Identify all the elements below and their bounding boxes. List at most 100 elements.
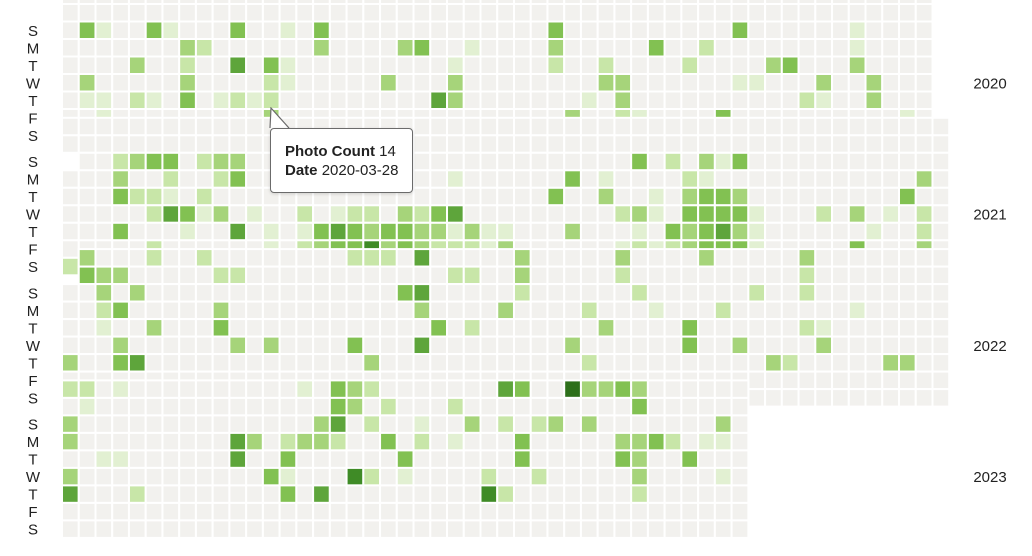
heatmap-cell[interactable] — [747, 370, 767, 391]
heatmap-cell[interactable] — [630, 265, 649, 286]
heatmap-cell[interactable] — [730, 73, 750, 93]
heatmap-cell[interactable] — [680, 353, 700, 373]
heatmap-cell[interactable] — [529, 396, 549, 417]
heatmap-cell[interactable] — [496, 335, 515, 356]
heatmap-cell[interactable] — [462, 431, 482, 452]
heatmap-cell[interactable] — [479, 38, 499, 58]
heatmap-cell[interactable] — [512, 265, 532, 286]
heatmap-cell[interactable] — [596, 283, 616, 303]
heatmap-cell[interactable] — [663, 20, 683, 40]
heatmap-cell[interactable] — [312, 265, 331, 286]
heatmap-cell[interactable] — [178, 466, 197, 487]
heatmap-cell[interactable] — [194, 484, 214, 504]
heatmap-cell[interactable] — [127, 318, 147, 338]
heatmap-cell[interactable] — [680, 134, 700, 154]
heatmap-cell[interactable] — [596, 116, 616, 137]
heatmap-cell[interactable] — [362, 379, 382, 399]
heatmap-cell[interactable] — [797, 353, 817, 373]
heatmap-cell[interactable] — [77, 283, 97, 303]
heatmap-cell[interactable] — [312, 396, 331, 417]
heatmap-cell[interactable] — [663, 116, 683, 137]
heatmap-cell[interactable] — [697, 55, 716, 75]
heatmap-cell[interactable] — [228, 38, 248, 58]
heatmap-cell[interactable] — [362, 248, 382, 268]
heatmap-cell[interactable] — [178, 414, 197, 434]
heatmap-cell[interactable] — [479, 204, 499, 224]
heatmap-cell[interactable] — [864, 55, 884, 75]
heatmap-cell[interactable] — [462, 396, 482, 417]
heatmap-cell[interactable] — [228, 519, 248, 539]
heatmap-cell[interactable] — [847, 169, 867, 189]
heatmap-cell[interactable] — [747, 116, 767, 137]
heatmap-cell[interactable] — [161, 501, 181, 522]
heatmap-cell[interactable] — [446, 501, 465, 522]
heatmap-cell[interactable] — [127, 449, 147, 469]
heatmap-cell[interactable] — [379, 414, 398, 434]
heatmap-cell[interactable] — [395, 283, 415, 303]
heatmap-cell[interactable] — [579, 466, 599, 487]
heatmap-cell[interactable] — [161, 90, 181, 110]
heatmap-cell[interactable] — [529, 501, 549, 522]
heatmap-cell[interactable] — [412, 353, 432, 373]
heatmap-cell[interactable] — [127, 300, 147, 321]
heatmap-cell[interactable] — [730, 3, 750, 23]
heatmap-cell[interactable] — [194, 55, 214, 75]
heatmap-cell[interactable] — [77, 55, 97, 75]
heatmap-cell[interactable] — [429, 134, 449, 154]
heatmap-cell[interactable] — [898, 300, 917, 321]
heatmap-cell[interactable] — [814, 151, 834, 172]
heatmap-cell[interactable] — [563, 248, 582, 268]
heatmap-cell[interactable] — [881, 151, 901, 172]
heatmap-cell[interactable] — [546, 38, 566, 58]
heatmap-cell[interactable] — [446, 396, 465, 417]
heatmap-cell[interactable] — [362, 449, 382, 469]
heatmap-cell[interactable] — [446, 265, 465, 286]
heatmap-cell[interactable] — [178, 73, 197, 93]
heatmap-cell[interactable] — [94, 248, 114, 268]
heatmap-cell[interactable] — [312, 379, 331, 399]
heatmap-cell[interactable] — [579, 318, 599, 338]
heatmap-cell[interactable] — [479, 169, 499, 189]
heatmap-cell[interactable] — [831, 116, 850, 137]
heatmap-cell[interactable] — [797, 186, 817, 207]
heatmap-cell[interactable] — [161, 414, 181, 434]
heatmap-cell[interactable] — [780, 169, 800, 189]
heatmap-cell[interactable] — [178, 186, 197, 207]
heatmap-cell[interactable] — [914, 300, 934, 321]
heatmap-cell[interactable] — [211, 151, 231, 172]
heatmap-cell[interactable] — [864, 20, 884, 40]
heatmap-cell[interactable] — [412, 466, 432, 487]
heatmap-cell[interactable] — [579, 134, 599, 154]
heatmap-cell[interactable] — [228, 431, 248, 452]
heatmap-cell[interactable] — [312, 3, 331, 23]
heatmap-cell[interactable] — [379, 3, 398, 23]
heatmap-cell[interactable] — [563, 379, 582, 399]
heatmap-cell[interactable] — [529, 466, 549, 487]
heatmap-cell[interactable] — [77, 134, 97, 154]
heatmap-cell[interactable] — [747, 335, 767, 356]
heatmap-cell[interactable] — [713, 3, 733, 23]
heatmap-cell[interactable] — [898, 90, 917, 110]
heatmap-cell[interactable] — [278, 414, 298, 434]
heatmap-cell[interactable] — [178, 3, 197, 23]
heatmap-cell[interactable] — [61, 169, 80, 189]
heatmap-cell[interactable] — [797, 370, 817, 391]
heatmap-cell[interactable] — [446, 318, 465, 338]
heatmap-cell[interactable] — [596, 414, 616, 434]
heatmap-cell[interactable] — [596, 204, 616, 224]
heatmap-cell[interactable] — [512, 204, 532, 224]
heatmap-cell[interactable] — [898, 248, 917, 268]
heatmap-cell[interactable] — [663, 484, 683, 504]
heatmap-cell[interactable] — [194, 466, 214, 487]
heatmap-cell[interactable] — [362, 38, 382, 58]
heatmap-cell[interactable] — [881, 169, 901, 189]
heatmap-cell[interactable] — [713, 414, 733, 434]
heatmap-cell[interactable] — [496, 73, 515, 93]
heatmap-cell[interactable] — [462, 204, 482, 224]
heatmap-cell[interactable] — [730, 431, 750, 452]
heatmap-cell[interactable] — [412, 90, 432, 110]
heatmap-cell[interactable] — [596, 169, 616, 189]
heatmap-cell[interactable] — [713, 501, 733, 522]
heatmap-cell[interactable] — [713, 38, 733, 58]
heatmap-cell[interactable] — [144, 248, 164, 268]
